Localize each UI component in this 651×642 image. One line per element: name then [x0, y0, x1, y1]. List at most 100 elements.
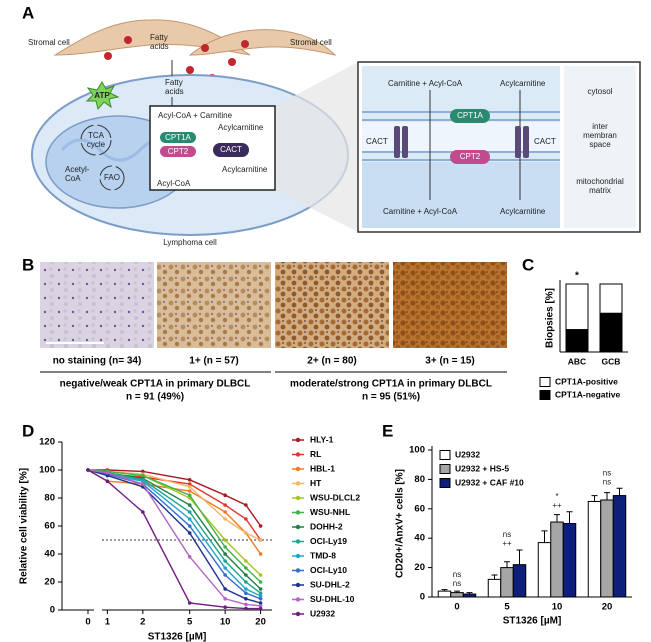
data-point [141, 479, 145, 484]
data-point [141, 473, 145, 478]
error-bar [466, 592, 473, 595]
error-bar [454, 590, 460, 593]
x-tick-label: 20 [255, 617, 266, 628]
histology-image [275, 262, 389, 348]
x-tick-label: 10 [220, 617, 231, 628]
bar [565, 329, 589, 353]
legend-marker [295, 524, 301, 530]
histology-image [157, 262, 271, 348]
data-point [258, 591, 263, 595]
x-tick-label: 5 [187, 617, 193, 628]
legend-marker [295, 466, 301, 472]
label: cytosol [588, 87, 613, 96]
y-tick-label: 120 [39, 437, 55, 448]
legend-marker [295, 481, 301, 486]
bar [599, 283, 623, 314]
legend-label: WSU-DLCL2 [310, 492, 360, 502]
data-point [223, 605, 227, 609]
data-point [187, 531, 192, 535]
data-point [223, 538, 227, 542]
data-point [258, 552, 263, 556]
group-title: moderate/strong CPT1A in primary DLBCL [290, 379, 492, 390]
error-bar [566, 511, 573, 524]
data-point [244, 602, 248, 607]
x-tick-label: 1 [105, 617, 111, 628]
legend-label: SU-DHL-2 [310, 579, 350, 589]
data-point [223, 559, 227, 563]
cpt1a-pill [160, 132, 196, 143]
data-point [187, 555, 192, 559]
data-point [223, 510, 227, 514]
cpt2-pill [450, 150, 490, 164]
legend-label: CPT1A-negative [555, 389, 620, 399]
data-point [187, 485, 192, 489]
data-point [258, 524, 263, 528]
data-point [187, 601, 192, 605]
legend-label: OCI-Ly19 [310, 536, 347, 546]
stromal-cell [53, 19, 251, 56]
data-point [258, 597, 263, 601]
label: Stromal cell [28, 38, 70, 47]
label: CPT2 [168, 147, 189, 156]
data-point [223, 587, 227, 591]
series-line [87, 469, 262, 541]
group-count: n = 95 (51%) [362, 392, 420, 403]
bar [562, 523, 577, 598]
data-point [187, 489, 192, 493]
legend-label: DOHH-2 [310, 521, 343, 531]
legend-label: SU-DHL-10 [310, 594, 355, 604]
data-point [105, 471, 110, 475]
panel-label: B [22, 255, 34, 274]
y-tick-label: 0 [50, 605, 55, 616]
data-point [141, 510, 145, 514]
compartment-column [564, 66, 636, 228]
label: CACT [534, 137, 556, 146]
data-point [244, 559, 248, 563]
data-point [223, 503, 227, 507]
data-point [223, 552, 227, 556]
data-point [244, 597, 248, 601]
bar [450, 592, 464, 598]
error-bar [616, 487, 623, 496]
bar [462, 593, 477, 598]
atp-burst [85, 81, 120, 111]
label: CACT [220, 145, 242, 154]
panel-label: D [22, 421, 34, 440]
legend-swatch [439, 450, 451, 460]
data-point [258, 580, 263, 584]
error-bar [541, 530, 548, 543]
label: ATP [94, 91, 110, 100]
caption: 3+ (n = 15) [425, 356, 474, 367]
label: Acylcarnitine [500, 79, 546, 88]
legend-swatch [439, 464, 451, 474]
legend-marker [295, 597, 301, 602]
label: Acyl-CoA [157, 179, 191, 188]
legend-marker [295, 452, 301, 457]
legend-label: U2932 + HS-5 [455, 463, 509, 473]
data-point [244, 503, 248, 507]
stromal-cell [188, 29, 337, 56]
x-tick-label: ABC [568, 356, 586, 366]
legend-swatch [439, 478, 451, 488]
data-point [223, 566, 227, 570]
data-point [187, 478, 192, 482]
error-bar [491, 574, 498, 580]
label: matrix [589, 186, 611, 195]
annotation: * [575, 271, 579, 282]
y-tick-label: 80 [414, 474, 425, 485]
y-tick-label: 20 [414, 562, 425, 573]
panel-label: A [22, 3, 34, 22]
cpt2-pill [160, 146, 196, 157]
label: Lymphoma cell [163, 238, 217, 247]
caption: 2+ (n = 80) [307, 356, 356, 367]
x-tick-label: 2 [140, 617, 145, 628]
data-point [223, 517, 227, 521]
legend-marker [295, 437, 301, 443]
annotation: ns [453, 579, 461, 588]
data-point [187, 493, 192, 498]
annotation: ns [453, 570, 461, 579]
data-point [105, 473, 110, 478]
legend-marker [295, 582, 301, 588]
x-tick-label: 0 [85, 617, 90, 628]
label: space [589, 140, 611, 149]
